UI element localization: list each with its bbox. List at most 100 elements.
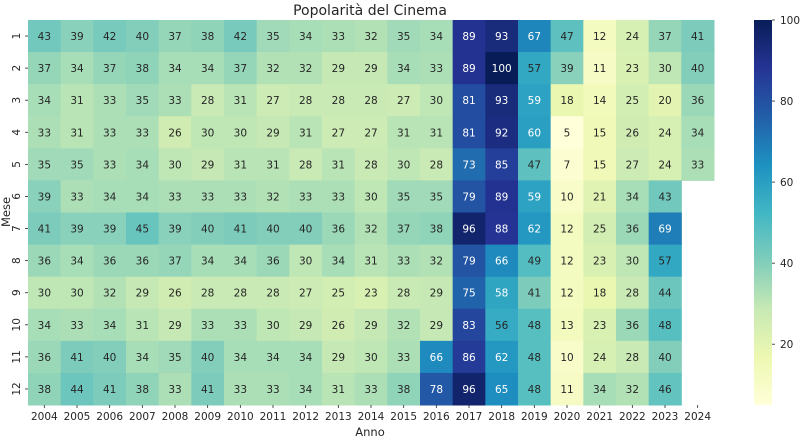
- x-tick-label: 2009: [194, 411, 221, 423]
- cell-value-label: 40: [658, 352, 671, 364]
- cell-value-label: 29: [136, 288, 149, 300]
- heatmap-cell: [93, 276, 127, 310]
- cell-value-label: 33: [168, 384, 181, 396]
- heatmap-cell: [354, 372, 388, 406]
- heatmap-cell: [420, 116, 454, 149]
- heatmap-cell: [224, 84, 258, 117]
- cell-value-label: 37: [658, 31, 671, 43]
- cell-value-label: 24: [658, 127, 672, 139]
- cell-value-label: 31: [299, 127, 312, 139]
- cell-value-label: 28: [201, 95, 214, 107]
- x-tick-label: 2018: [488, 411, 515, 423]
- heatmap-cell: [256, 180, 290, 213]
- cell-value-label: 34: [299, 31, 313, 43]
- cell-value-label: 34: [234, 352, 248, 364]
- heatmap-cell: [158, 212, 192, 246]
- cell-value-label: 42: [234, 31, 247, 43]
- heatmap-cell: [126, 180, 160, 213]
- cell-value-label: 33: [430, 63, 443, 75]
- heatmap-cell: [452, 116, 486, 149]
- heatmap-cell: [93, 52, 127, 85]
- cell-value-label: 25: [593, 224, 606, 236]
- cell-value-label: 34: [70, 63, 84, 75]
- cell-value-label: 33: [70, 320, 83, 332]
- heatmap-cell: [616, 244, 650, 278]
- cell-value-label: 33: [299, 191, 312, 203]
- heatmap-cell: [354, 276, 388, 310]
- y-tick-label: 5: [11, 161, 23, 168]
- cell-value-label: 44: [658, 288, 672, 300]
- cell-value-label: 65: [495, 384, 508, 396]
- cell-value-label: 27: [332, 127, 345, 139]
- heatmap-cell: [420, 372, 454, 406]
- cell-value-label: 48: [528, 352, 541, 364]
- heatmap-cell: [387, 372, 421, 406]
- cell-value-label: 30: [626, 256, 639, 268]
- cell-value-label: 24: [626, 31, 640, 43]
- cell-value-label: 31: [332, 159, 345, 171]
- cell-value-label: 36: [266, 256, 280, 268]
- heatmap-cell: [354, 340, 388, 374]
- cell-value-label: 34: [103, 191, 117, 203]
- heatmap-cell: [518, 308, 552, 342]
- cell-value-label: 86: [462, 352, 476, 364]
- heatmap-cell: [485, 340, 519, 374]
- heatmap-cell: [648, 84, 682, 117]
- y-tick-label: 9: [11, 289, 23, 296]
- cell-value-label: 28: [299, 159, 312, 171]
- heatmap-cell: [387, 244, 421, 278]
- heatmap-cell: [60, 148, 94, 181]
- cell-value-label: 7: [564, 159, 571, 171]
- cell-value-label: 40: [691, 63, 704, 75]
- cell-value-label: 32: [430, 256, 443, 268]
- heatmap-cell: [126, 148, 160, 181]
- cell-value-label: 27: [266, 95, 279, 107]
- cell-value-label: 34: [691, 127, 705, 139]
- heatmap-cell: [485, 372, 519, 406]
- cell-value-label: 79: [462, 191, 475, 203]
- cell-value-label: 35: [397, 191, 410, 203]
- cell-value-label: 33: [136, 127, 149, 139]
- cell-value-label: 38: [397, 384, 410, 396]
- heatmap-cell: [550, 308, 584, 342]
- heatmap-cell: [518, 372, 552, 406]
- colorbar-tick-label: 100: [780, 15, 800, 27]
- cell-value-label: 41: [528, 288, 541, 300]
- x-tick-label: 2020: [554, 411, 581, 423]
- cell-value-label: 37: [397, 224, 410, 236]
- cell-value-label: 31: [364, 256, 377, 268]
- cell-value-label: 35: [38, 159, 51, 171]
- heatmap-cell: [387, 180, 421, 213]
- heatmap-cell: [518, 340, 552, 374]
- cell-value-label: 37: [38, 63, 51, 75]
- heatmap-cell: [583, 212, 617, 246]
- heatmap-cell: [681, 84, 715, 117]
- cell-value-label: 35: [136, 95, 149, 107]
- heatmap-cell: [387, 308, 421, 342]
- cell-value-label: 38: [38, 384, 51, 396]
- heatmap-cell: [289, 244, 323, 278]
- heatmap-cell: [420, 52, 454, 85]
- heatmap-cell: [256, 52, 290, 85]
- cell-value-label: 48: [658, 320, 671, 332]
- cell-value-label: 11: [560, 384, 573, 396]
- x-tick-label: 2016: [423, 411, 450, 423]
- cell-value-label: 27: [299, 288, 312, 300]
- heatmap-cell: [452, 148, 486, 181]
- heatmap-cell: [158, 340, 192, 374]
- heatmap-cell: [322, 148, 356, 181]
- heatmap-cell: [452, 276, 486, 310]
- cell-value-label: 38: [201, 31, 214, 43]
- cell-value-label: 40: [201, 224, 214, 236]
- cell-value-label: 40: [299, 224, 312, 236]
- cell-value-label: 66: [430, 352, 444, 364]
- heatmap-cell: [191, 20, 225, 53]
- heatmap-cell: [518, 276, 552, 310]
- heatmap-cell: [616, 340, 650, 374]
- heatmap-cell: [452, 244, 486, 278]
- cell-value-label: 30: [234, 127, 247, 139]
- heatmap-cell: [289, 180, 323, 213]
- cell-value-label: 43: [658, 191, 671, 203]
- heatmap-cell: [648, 52, 682, 85]
